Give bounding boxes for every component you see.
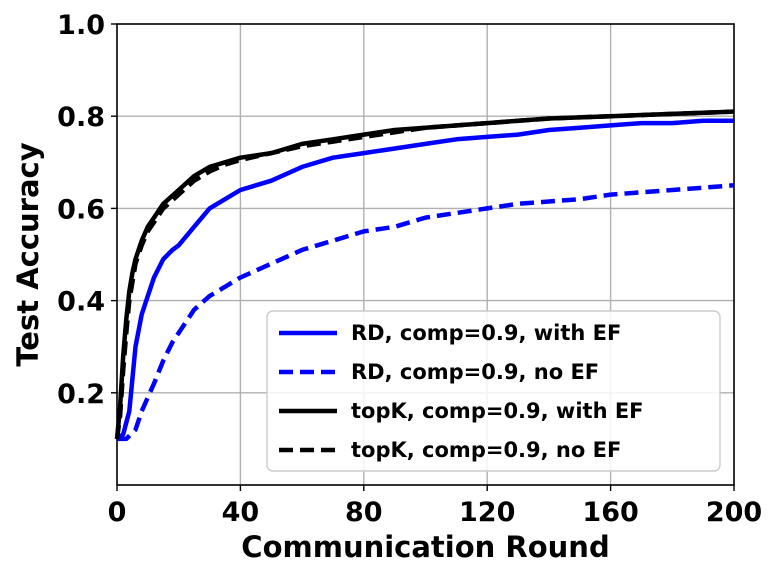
x-tick-label: 80 [345,497,383,528]
y-tick-label: 0.4 [57,287,105,318]
x-axis-label: Communication Round [241,530,609,564]
x-tick-label: 0 [108,497,127,528]
x-tick-label: 200 [706,497,762,528]
legend-entry: RD, comp=0.9, with EF [351,321,621,345]
series-line [114,109,735,440]
legend: RD, comp=0.9, with EF RD, comp=0.9, no EF… [266,310,721,472]
y-tick-label: 0.2 [57,379,105,410]
plot-lines [114,109,735,442]
series-line [114,109,735,440]
x-tick-label: 120 [459,497,515,528]
x-tick-label: 160 [582,497,638,528]
legend-entry: topK, comp=0.9, with EF [351,399,644,423]
x-tick-label: 40 [222,497,260,528]
y-tick-label: 0.6 [57,194,105,225]
legend-entry: topK, comp=0.9, no EF [351,438,621,462]
y-axis-label: Test Accuracy [11,142,45,366]
legend-entry: RD, comp=0.9, no EF [351,360,599,384]
plot-frame [116,23,735,486]
legend-box [266,310,721,472]
y-tick-label: 0.8 [57,102,105,133]
series-line [115,118,734,441]
axis-ticks: 0 40 80 120 160 200 0.2 0.4 0.6 0.8 1.0 [57,10,762,528]
series-line [117,183,735,442]
y-tick-label: 1.0 [57,10,105,41]
